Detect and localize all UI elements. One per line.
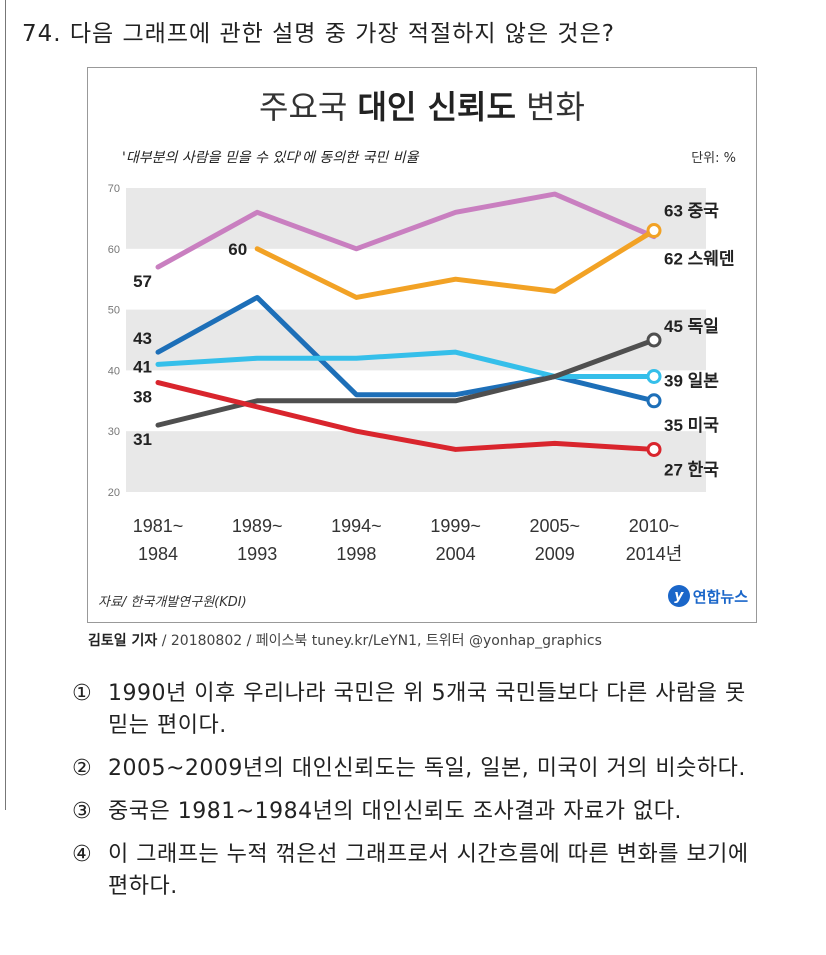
line-chart: 20 30 40 50 60 70 1981~ 1984 1989~ 1993 1994~ 1998 1… [108, 183, 735, 564]
end-point-한국 [646, 441, 662, 457]
x-tick-label: 1994~ [331, 516, 382, 536]
chart-title-prefix: 주요국 [259, 88, 358, 126]
chart-subtitle: '대부분의 사람을 믿을 수 있다'에 동의한 국민 비율 [122, 150, 419, 166]
x-tick-label: 2004 [436, 544, 476, 564]
x-tick-label: 2010~ [629, 516, 680, 536]
image-credit: 김토일 기자 / 20180802 / 페이스북 tuney.kr/LeYN1,… [88, 630, 602, 650]
option-text: 2005~2009년의 대인신뢰도는 독일, 일본, 미국이 거의 비슷하다. [108, 756, 746, 781]
end-value-label: 62 스웨덴 [664, 250, 735, 269]
option-number: ② [72, 756, 93, 781]
y-tick-label: 50 [108, 305, 120, 317]
option-number: ① [72, 681, 93, 706]
start-value-label: 43 [133, 329, 152, 348]
credit-reporter: 김토일 기자 [88, 633, 158, 649]
yonhap-logo-icon: y [667, 585, 690, 607]
series-line-한국 [155, 380, 657, 452]
y-tick-label: 20 [108, 487, 120, 499]
answer-options: ① 1990년 이후 우리나라 국민은 위 5개국 국민들보다 다른 사람을 못… [72, 678, 762, 914]
x-tick-label: 1984 [138, 544, 178, 564]
option-2[interactable]: ② 2005~2009년의 대인신뢰도는 독일, 일본, 미국이 거의 비슷하다… [72, 753, 762, 785]
option-text: 이 그래프는 누적 꺾은선 그래프로서 시간흐름에 따른 변화를 보기에 편하다… [108, 842, 749, 899]
source-note: 자료/ 한국개발연구원(KDI) [98, 595, 247, 610]
x-tick-label: 1993 [237, 544, 277, 564]
x-tick-label: 2009 [535, 544, 575, 564]
y-tick-label: 60 [108, 244, 120, 256]
x-tick-label: 1999~ [430, 516, 481, 536]
start-value-label: 38 [133, 388, 152, 407]
series-line-중국 [254, 228, 657, 300]
x-tick-label: 2014년 [626, 544, 683, 564]
end-value-label: 63 중국 [664, 202, 719, 221]
start-value-label: 31 [133, 430, 152, 449]
yonhap-logo: y 연합뉴스 [667, 585, 748, 607]
chart-title-suffix: 변화 [515, 88, 585, 126]
question-text: 74. 다음 그래프에 관한 설명 중 가장 적절하지 않은 것은? [22, 21, 615, 47]
option-number: ④ [72, 842, 93, 867]
chart-figure: 주요국 대인 신뢰도 변화 '대부분의 사람을 믿을 수 있다'에 동의한 국민… [87, 67, 757, 623]
option-number: ③ [72, 799, 93, 824]
grid-band [126, 188, 706, 249]
x-tick-label: 1998 [336, 544, 376, 564]
start-value-label: 60 [228, 240, 247, 259]
start-value-label: 41 [133, 357, 152, 376]
option-text: 1990년 이후 우리나라 국민은 위 5개국 국민들보다 다른 사람을 못 믿… [108, 681, 746, 738]
end-point-일본 [646, 368, 662, 384]
x-tick-label: 2005~ [530, 516, 581, 536]
series-line-미국 [155, 294, 657, 404]
credit-details: / 20180802 / 페이스북 tuney.kr/LeYN1, 트위터 @y… [157, 633, 602, 649]
end-point-미국 [646, 393, 662, 409]
chart-title: 주요국 대인 신뢰도 변화 [88, 82, 756, 128]
option-1[interactable]: ① 1990년 이후 우리나라 국민은 위 5개국 국민들보다 다른 사람을 못… [72, 678, 762, 742]
series-line-스웨덴 [155, 191, 657, 270]
option-3[interactable]: ③ 중국은 1981~1984년의 대인신뢰도 조사결과 자료가 없다. [72, 796, 762, 828]
x-tick-label: 1981~ [133, 516, 184, 536]
end-point-독일 [646, 332, 662, 348]
x-tick-label: 1989~ [232, 516, 283, 536]
yonhap-logo-text: 연합뉴스 [692, 587, 748, 606]
left-margin-rule [5, 0, 6, 810]
option-4[interactable]: ④ 이 그래프는 누적 꺾은선 그래프로서 시간흐름에 따른 변화를 보기에 편… [72, 839, 762, 903]
series-line-일본 [155, 349, 657, 379]
unit-label: 단위: % [691, 151, 736, 166]
start-value-label: 57 [133, 272, 152, 291]
y-tick-label: 70 [108, 183, 120, 195]
end-value-label: 35 미국 [664, 416, 719, 435]
end-value-label: 39 일본 [664, 371, 719, 390]
end-value-label: 27 한국 [664, 460, 719, 479]
option-text: 중국은 1981~1984년의 대인신뢰도 조사결과 자료가 없다. [108, 799, 682, 824]
end-point-중국 [646, 223, 662, 239]
chart-title-bold: 대인 신뢰도 [357, 88, 516, 126]
end-value-label: 45 독일 [664, 317, 719, 336]
y-tick-label: 30 [108, 426, 120, 438]
y-tick-label: 40 [108, 365, 120, 377]
